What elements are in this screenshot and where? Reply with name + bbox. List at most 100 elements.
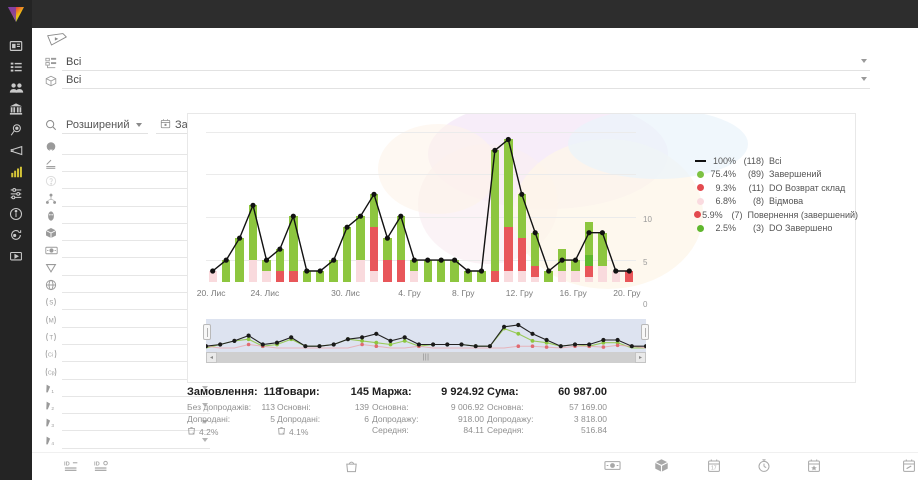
chevron-down-icon[interactable] (861, 77, 867, 81)
calendar-check-icon[interactable] (902, 458, 916, 476)
filter-globe[interactable] (40, 276, 210, 294)
legend-swatch (693, 197, 707, 205)
legend-item[interactable]: 2.5% (3) DO Завершено (693, 222, 858, 236)
sidebar-item-list[interactable] (0, 57, 32, 76)
search-icon[interactable] (40, 119, 62, 131)
svg-text:3: 3 (51, 423, 54, 429)
stat-row: Основна: 57 169.00 (487, 402, 607, 414)
calendar-star-icon[interactable] (807, 458, 821, 476)
chart-bar-segment (275, 249, 285, 272)
legend-count: (89) (747, 169, 764, 180)
stat-block: Маржа: 9 924.92 Основна: 9 006.92 Допродажу:… (372, 386, 484, 437)
banknote-icon[interactable] (604, 459, 621, 475)
chevron-down-icon[interactable] (202, 403, 208, 408)
navigator-handle-left[interactable] (203, 324, 211, 340)
filter-var-s[interactable]: S (40, 294, 210, 311)
filter-row-product[interactable]: Всі (40, 72, 870, 89)
chevron-down-icon[interactable] (202, 437, 208, 442)
sidebar-item-settings[interactable] (0, 183, 32, 202)
bag-icon[interactable] (344, 459, 359, 477)
chevron-down-icon[interactable] (202, 420, 208, 425)
legend-item[interactable]: 6.8% (8) Відмова (693, 195, 858, 209)
svg-text:M: M (49, 317, 54, 324)
navigator-handle-right[interactable] (641, 324, 649, 340)
scroll-left-button[interactable]: ◂ (206, 352, 217, 363)
chart-plot-area: 10 5 0 20. Лис 24. Лис 30. Лис 4. Гру 8. Гру… (188, 114, 652, 309)
filter-row-org[interactable]: Всі (40, 54, 870, 71)
legend-item[interactable]: 9.3% (11) DO Возврат склад (693, 181, 858, 195)
chart-bar-segment (463, 271, 473, 282)
chart-bar-segment (611, 271, 620, 282)
var-c2-icon: Cp (40, 366, 62, 378)
stat-tag: x 4.2% (187, 425, 275, 438)
chart-bar-segment (571, 260, 580, 272)
legend-percent: 100% (712, 155, 736, 166)
filter-var-c2[interactable]: Cp (40, 363, 210, 380)
cube-icon[interactable] (654, 458, 669, 476)
timer-icon[interactable] (757, 458, 771, 476)
calendar-17-icon[interactable]: 17 (707, 458, 721, 476)
stat-block: Товари: 145 Основні: 139 Допродані: 6 x 4.1% (277, 386, 369, 438)
pen-4-icon: 4 (40, 435, 62, 447)
chevron-down-icon[interactable] (861, 59, 867, 63)
chart-bar-segment (235, 238, 244, 282)
filter-hierarchy[interactable] (40, 190, 210, 207)
sidebar-item-sync[interactable] (0, 225, 32, 244)
filter-person-badge[interactable] (40, 207, 210, 224)
navigator-scrollbar[interactable]: ◂ ||| ▸ (206, 352, 646, 363)
sidebar-item-megaphone[interactable] (0, 141, 32, 160)
filter-pen-1[interactable]: 1 (40, 380, 210, 397)
app-logo[interactable] (0, 0, 32, 28)
search-mode-dropdown[interactable]: Розширений (62, 116, 148, 134)
chart-bar-segment (410, 271, 419, 282)
filter-globe-pin[interactable] (40, 138, 210, 155)
legend-item[interactable]: 75.4% (89) Завершений (693, 168, 858, 182)
stat-row-label: Основні: (277, 402, 311, 412)
summary-stats: Замовлення: 118 Без допродажів: 113 Допродан… (187, 386, 887, 438)
chart-bar-segment (248, 260, 258, 282)
sidebar-item-media[interactable] (0, 246, 32, 265)
id-circle-icon[interactable]: ID (94, 459, 110, 477)
chart-bars[interactable] (206, 134, 636, 282)
filter-pen-4[interactable]: 4 (40, 432, 210, 449)
sidebar-item-dashboard[interactable] (0, 36, 32, 55)
id-dash-icon[interactable]: ID (64, 459, 80, 477)
chevron-down-icon[interactable] (202, 385, 208, 390)
filter-cube[interactable] (40, 224, 210, 242)
filter-pen-3[interactable]: 3 (40, 415, 210, 432)
pen-1-icon: 1 (40, 383, 62, 395)
play-tag-icon[interactable] (46, 32, 68, 50)
chart-bar-segment (531, 276, 540, 282)
scroll-right-button[interactable]: ▸ (635, 352, 646, 363)
chart-bar-segment (517, 271, 526, 282)
funnel-icon (40, 262, 62, 274)
chart-legend[interactable]: 100% (118) Всі 75.4% (89) Завершений 9.3% (11) D… (693, 154, 858, 235)
filter-question[interactable] (40, 173, 210, 190)
chart-bar-segment (584, 265, 594, 277)
chart-bar-segment (369, 194, 379, 228)
chart-navigator[interactable]: ◂ ||| ▸ (203, 319, 649, 364)
stat-row-label: Середня: (487, 425, 524, 435)
filter-funnel[interactable] (40, 259, 210, 276)
scrollbar-grip[interactable]: ||| (422, 354, 430, 361)
legend-item[interactable]: 5.9% (7) Повернення (завершений) (693, 208, 858, 222)
sidebar-item-info[interactable] (0, 204, 32, 223)
filter-signature[interactable] (40, 155, 210, 172)
stat-row-value: 84.11 (463, 425, 484, 435)
filter-pen-2[interactable]: 2 (40, 397, 210, 415)
search-mode-label: Розширений (66, 118, 130, 131)
sidebar-item-analytics[interactable] (0, 162, 32, 181)
sidebar-item-tag[interactable] (0, 120, 32, 139)
filter-var-t[interactable]: T (40, 328, 210, 345)
stat-row-value: 5 (270, 413, 275, 424)
sidebar-item-people[interactable] (0, 78, 32, 97)
hierarchy-icon (40, 193, 62, 205)
bottom-toolbar: ID ID (32, 452, 918, 480)
sidebar-item-bank[interactable] (0, 99, 32, 118)
bag-percent-icon: x (187, 425, 196, 438)
filter-banknote[interactable] (40, 242, 210, 259)
chart-bar-segment (450, 260, 459, 282)
legend-item[interactable]: 100% (118) Всі (693, 154, 858, 168)
filter-var-m[interactable]: M (40, 311, 210, 328)
filter-var-c1[interactable]: Ci (40, 346, 210, 363)
